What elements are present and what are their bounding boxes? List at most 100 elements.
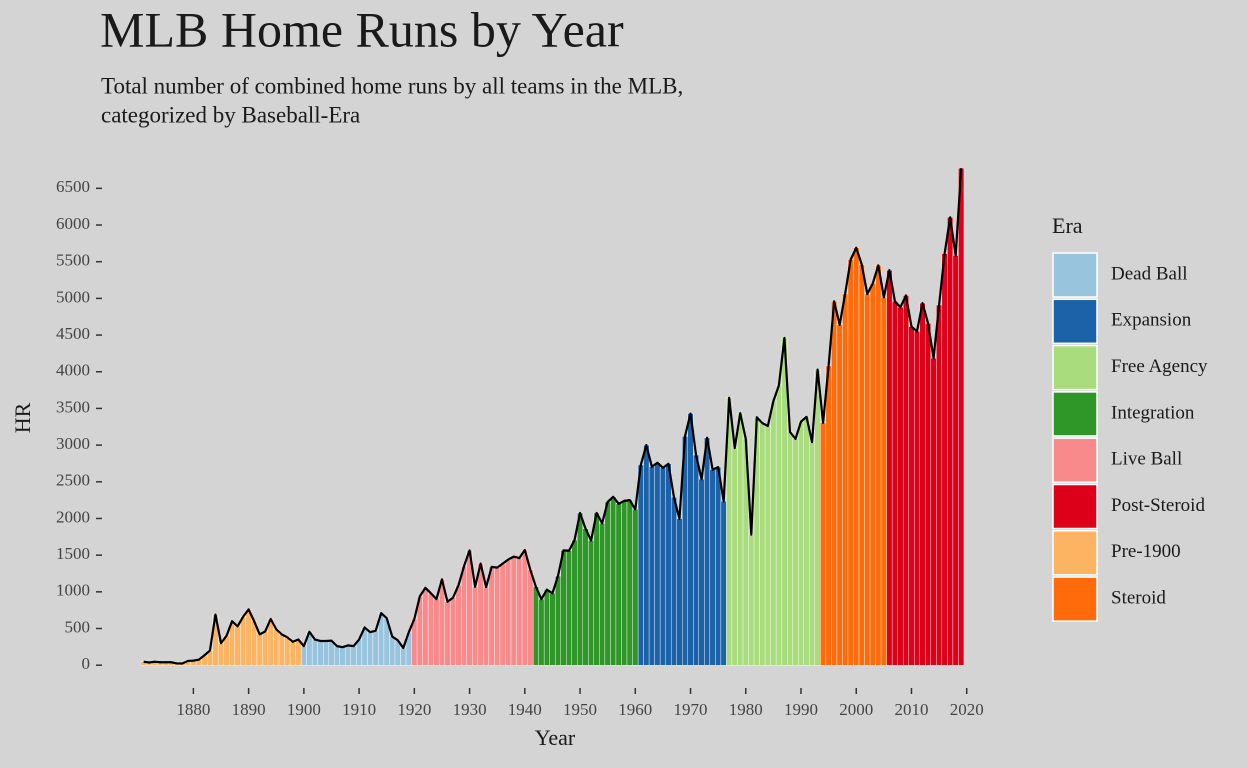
bar xyxy=(427,593,434,666)
bar xyxy=(676,518,683,666)
y-tick-label: 5000 xyxy=(56,287,90,306)
bar xyxy=(759,422,766,666)
bar xyxy=(505,559,512,666)
bar xyxy=(289,641,296,666)
bar xyxy=(809,441,816,666)
bar xyxy=(902,295,909,666)
bar xyxy=(632,509,639,666)
bar xyxy=(869,283,876,666)
x-tick-label: 1970 xyxy=(674,700,708,719)
bar xyxy=(615,503,622,666)
bar xyxy=(709,469,716,666)
legend-swatch xyxy=(1052,437,1098,483)
bar xyxy=(748,534,755,666)
y-tick-label: 4000 xyxy=(56,361,90,380)
bar xyxy=(322,640,329,666)
legend-label: Post-Steroid xyxy=(1111,495,1205,516)
legend-swatch xyxy=(1052,576,1098,622)
bar xyxy=(853,247,860,666)
bar xyxy=(687,413,694,666)
bar xyxy=(461,565,468,666)
bar xyxy=(626,499,633,666)
bar xyxy=(715,466,722,666)
bar xyxy=(422,587,429,666)
bar xyxy=(527,569,534,666)
y-tick-label: 2500 xyxy=(56,471,90,490)
y-axis-title: HR xyxy=(10,402,35,433)
legend-label: Pre-1900 xyxy=(1111,541,1181,562)
bar xyxy=(858,264,865,666)
bar xyxy=(571,539,578,666)
legend-label: Integration xyxy=(1111,402,1195,423)
legend-label: Free Agency xyxy=(1111,356,1208,377)
bar xyxy=(814,369,821,666)
bar xyxy=(334,645,340,666)
bar xyxy=(577,512,584,666)
x-tick-label: 2020 xyxy=(950,700,984,719)
bar xyxy=(284,637,291,666)
legend-label: Expansion xyxy=(1111,310,1192,331)
y-tick-label: 1500 xyxy=(56,544,90,563)
bar xyxy=(919,302,926,666)
bar xyxy=(554,575,561,666)
bar xyxy=(891,301,898,666)
bar xyxy=(604,501,611,666)
bar xyxy=(483,586,490,666)
bar xyxy=(256,634,263,666)
bar xyxy=(317,640,324,666)
bar xyxy=(218,642,224,666)
bar xyxy=(566,550,572,666)
legend-label: Steroid xyxy=(1111,587,1166,608)
bar xyxy=(643,444,650,666)
bar xyxy=(328,640,335,666)
bar xyxy=(798,421,804,666)
bar xyxy=(886,269,893,666)
bar xyxy=(339,647,346,666)
legend-label: Dead Ball xyxy=(1111,263,1188,284)
bar xyxy=(836,324,843,666)
bar xyxy=(698,479,705,666)
bar xyxy=(389,636,396,666)
bar xyxy=(648,466,655,666)
bar xyxy=(610,496,617,666)
y-tick-label: 4500 xyxy=(56,324,90,343)
bar xyxy=(704,437,711,666)
bar xyxy=(560,550,567,666)
bar xyxy=(223,635,230,666)
x-tick-label: 1940 xyxy=(508,700,542,719)
y-tick-label: 2000 xyxy=(56,507,90,526)
bar xyxy=(438,579,445,666)
subtitle: categorized by Baseball-Era xyxy=(101,102,360,127)
x-tick-label: 1980 xyxy=(729,700,763,719)
x-tick-label: 1910 xyxy=(342,700,376,719)
bar xyxy=(908,326,915,666)
bar xyxy=(444,601,451,666)
chart-title: MLB Home Runs by Year xyxy=(100,1,624,57)
bar xyxy=(637,464,644,666)
legend-swatch xyxy=(1052,530,1098,576)
bar xyxy=(958,167,965,666)
bar xyxy=(499,563,506,666)
bar xyxy=(864,293,871,666)
bar xyxy=(300,645,307,666)
x-tick-label: 1920 xyxy=(397,700,431,719)
bar xyxy=(262,631,269,666)
subtitle: Total number of combined home runs by al… xyxy=(101,73,683,98)
bar xyxy=(549,593,556,666)
legend-label: Live Ball xyxy=(1111,449,1182,470)
bar xyxy=(803,416,810,666)
bar xyxy=(775,385,782,666)
bar xyxy=(372,630,379,666)
bar xyxy=(488,566,495,666)
legend-swatch xyxy=(1052,344,1098,391)
bar xyxy=(477,563,484,666)
y-tick-label: 6000 xyxy=(56,214,90,233)
bar xyxy=(659,467,666,666)
bar xyxy=(593,512,600,666)
legend-title: Era xyxy=(1052,213,1083,238)
bar xyxy=(930,357,937,666)
bar xyxy=(538,598,545,666)
bar xyxy=(654,462,661,666)
bar xyxy=(731,447,738,666)
